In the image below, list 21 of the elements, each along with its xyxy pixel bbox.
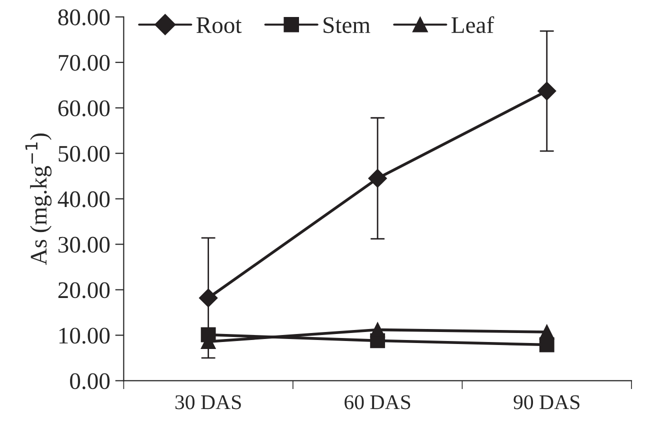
- y-tick-label: 10.00: [59, 328, 110, 344]
- point: [537, 82, 556, 100]
- x-tick-label: 60 DAS: [344, 395, 410, 410]
- y-tick-label: 80.00: [58, 9, 110, 26]
- y-tick-label: 40.00: [58, 191, 110, 208]
- y-tick-label: 20.00: [58, 282, 110, 298]
- x-tick-label: 90 DAS: [514, 395, 580, 410]
- y-tick-label: 50.00: [58, 146, 110, 162]
- y-axis-title: As (mg.kg$^{−1}$): [25, 134, 52, 266]
- point: [368, 168, 387, 188]
- y-tick-label: 0.00: [70, 373, 110, 390]
- point: [539, 324, 554, 340]
- y-tick-label: 70.00: [58, 54, 110, 71]
- point: [370, 322, 386, 338]
- legend-label: Stem: [324, 17, 370, 34]
- legend-label: Leaf: [452, 16, 494, 34]
- y-tick-label: 30.00: [58, 236, 110, 253]
- y-tick-label: 60.00: [58, 100, 110, 116]
- x-tick-label: 30 DAS: [175, 395, 241, 410]
- legend-label: Root: [196, 17, 242, 34]
- point: [198, 288, 218, 308]
